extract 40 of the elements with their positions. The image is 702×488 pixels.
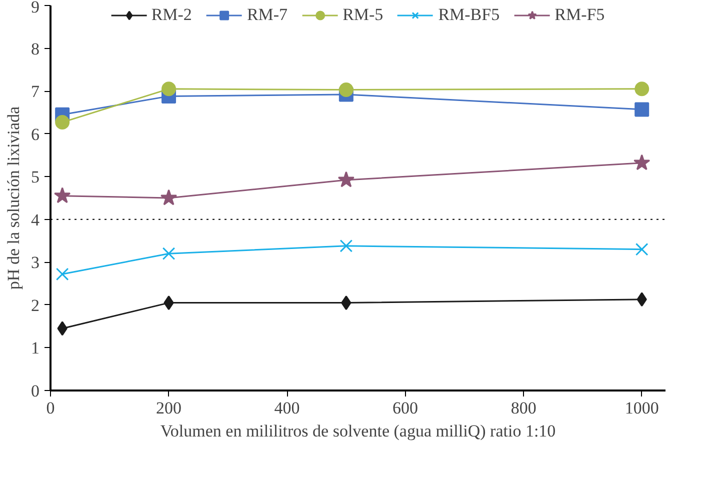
point — [162, 82, 176, 96]
x-tick-label: 800 — [510, 398, 536, 418]
legend-label: RM-F5 — [554, 5, 605, 25]
point — [57, 321, 68, 336]
y-tick-label: 2 — [31, 296, 40, 315]
x-tick-label: 400 — [274, 398, 300, 418]
y-tick-label: 3 — [31, 253, 40, 272]
legend-label: RM-BF5 — [438, 5, 500, 25]
y-tick-label: 0 — [31, 382, 40, 400]
y-tick-label: 4 — [31, 210, 40, 230]
point — [56, 268, 69, 281]
x-tick-label: 0 — [46, 398, 55, 418]
y-tick-label: 5 — [31, 168, 40, 187]
point — [160, 189, 178, 206]
point — [55, 115, 70, 130]
y-tick-label: 9 — [31, 0, 40, 16]
point — [634, 102, 650, 117]
point — [340, 240, 353, 252]
point — [636, 292, 647, 307]
legend-label: RM-5 — [342, 5, 384, 25]
point — [341, 296, 352, 310]
legend-label: RM-2 — [151, 5, 192, 25]
x-axis-title: Volumen en mililitros de solvente (agua milliQ) ratio 1:10 — [160, 422, 556, 440]
point — [338, 171, 355, 188]
y-tick-label: 1 — [31, 338, 40, 358]
point — [633, 154, 650, 170]
point — [635, 242, 648, 256]
point — [634, 82, 650, 96]
point — [162, 247, 176, 260]
y-tick-label: 7 — [31, 82, 40, 102]
legend-label: RM-7 — [246, 5, 288, 25]
point — [338, 82, 354, 98]
x-tick-label: 600 — [392, 398, 418, 418]
point — [54, 187, 71, 204]
x-tick-label: 200 — [156, 398, 182, 418]
y-tick-label: 6 — [31, 124, 40, 144]
y-tick-label: 8 — [31, 39, 40, 58]
y-axis-title: pH de la solución lixiviada — [4, 106, 23, 290]
x-tick-label: 1000 — [624, 398, 659, 418]
point — [164, 296, 174, 310]
